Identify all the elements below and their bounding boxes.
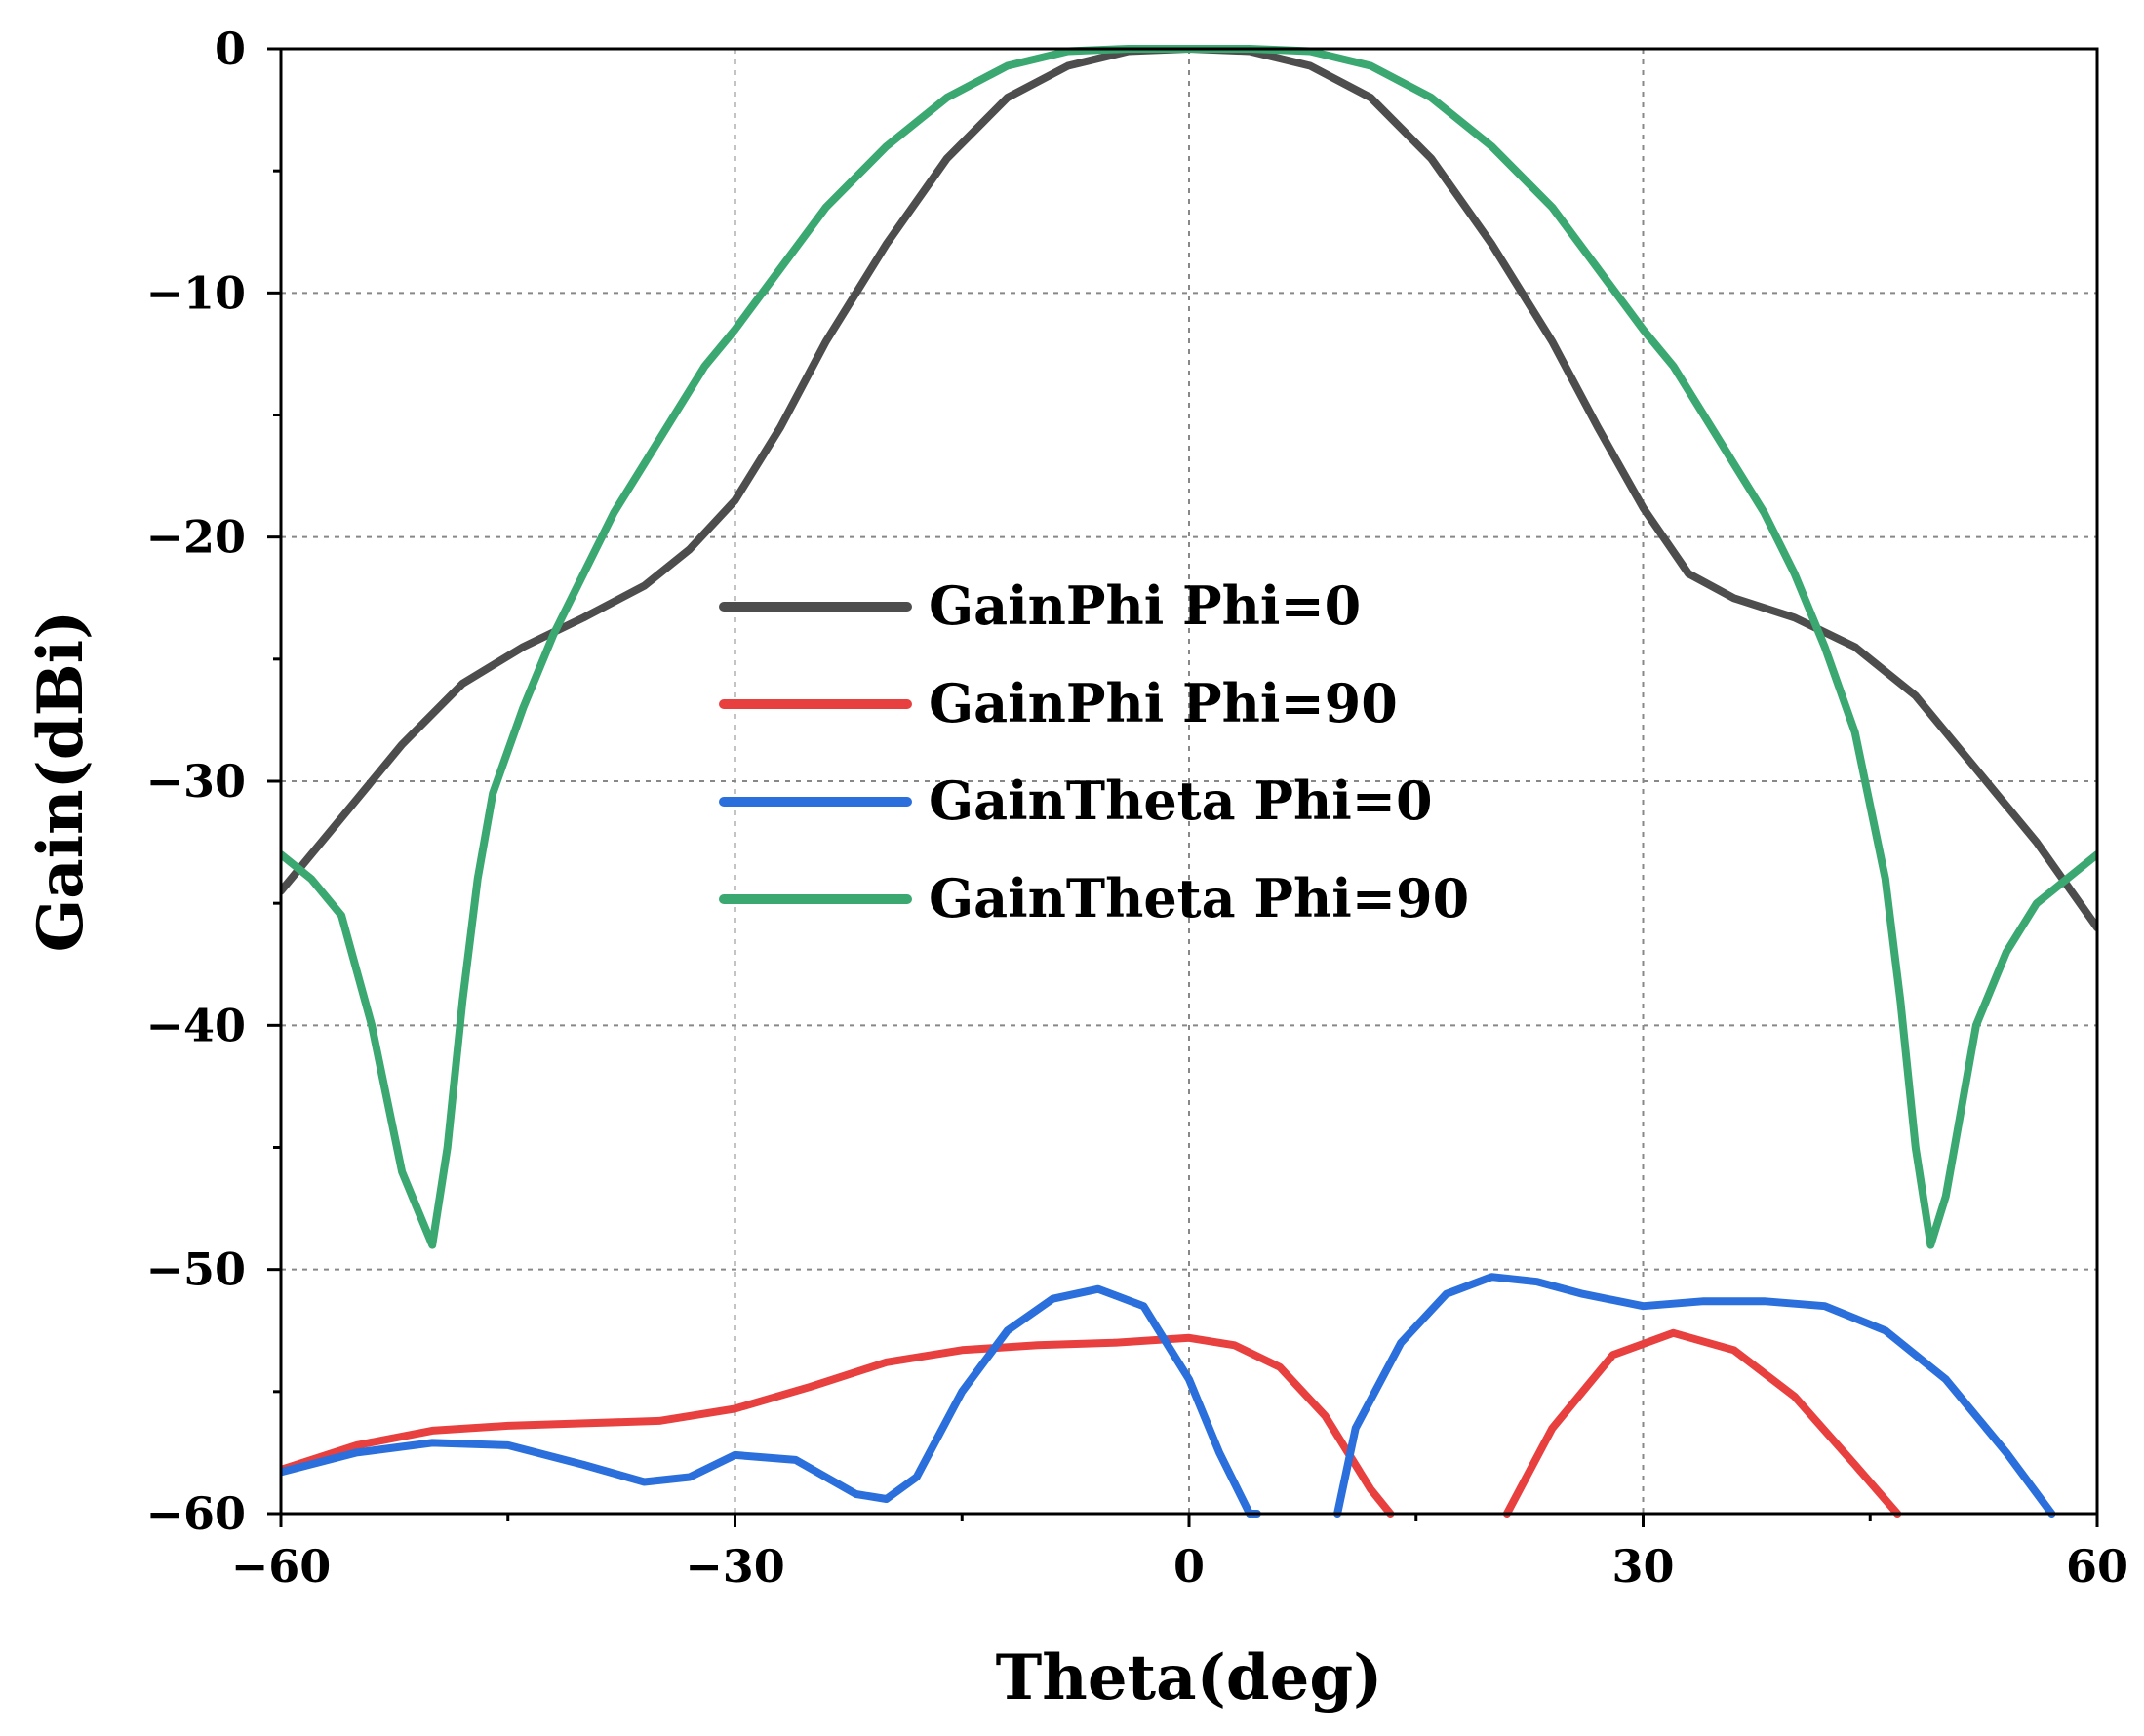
y-tick-label: −40 [145,999,246,1051]
legend-label: GainTheta Phi=0 [929,769,1433,832]
x-axis-title: Theta(deg) [996,1641,1383,1715]
y-tick-label: −30 [145,755,246,808]
legend-label: GainPhi Phi=90 [929,672,1398,734]
y-tick-label: −20 [145,511,246,564]
y-tick-label: −50 [145,1243,246,1296]
series-line-gaintheta-phi-90 [281,45,2097,1249]
x-tick-label: −60 [231,1540,332,1593]
x-tick-label: 0 [1173,1540,1205,1593]
legend-label: GainTheta Phi=90 [929,867,1469,929]
grid-lines [281,49,2097,1514]
y-tick-label: −10 [145,266,246,319]
y-tick-label: −60 [145,1487,246,1540]
axis-ticks [267,47,2099,1527]
legend: GainPhi Phi=0 GainPhi Phi=90 GainTheta Phi… [719,574,1469,929]
tick-labels: −60 −30 0 30 60 0 −10 −20 −30 −40 −50 −60 [145,22,2128,1593]
series-line-gaintheta-phi-0 [281,1273,2056,1518]
series-line-gainphi-phi-90 [281,1328,1902,1518]
y-axis-title: Gain(dBi) [24,611,98,953]
x-tick-label: 60 [2066,1540,2128,1593]
legend-label: GainPhi Phi=0 [929,574,1361,637]
x-tick-label: 30 [1611,1540,1674,1593]
x-tick-label: −30 [685,1540,785,1593]
y-tick-label: 0 [215,22,246,75]
